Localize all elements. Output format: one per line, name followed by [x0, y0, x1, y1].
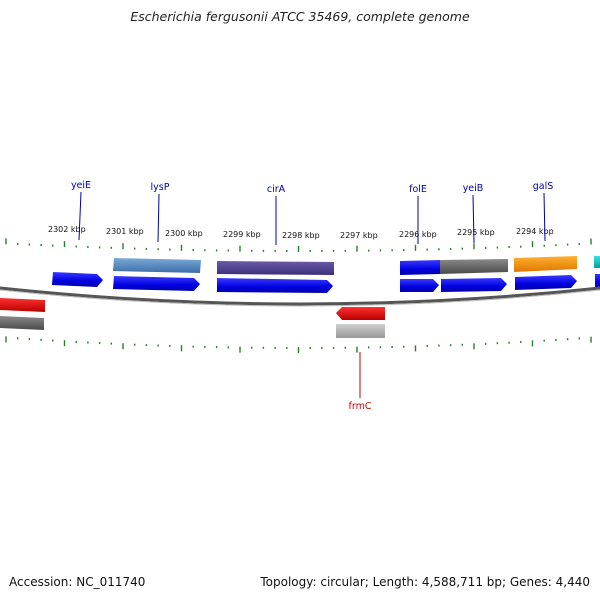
feature-galS-cog	[514, 256, 577, 272]
outer-tick-ring	[5, 238, 592, 252]
scale-label: 2302 kbp	[48, 225, 86, 234]
genome-backbone	[0, 286, 600, 307]
scale-label: 2301 kbp	[106, 227, 144, 236]
cds-forward-slot	[52, 272, 600, 293]
cds-lysP	[113, 276, 200, 291]
cds-folE	[400, 279, 439, 292]
feature-frmC-cog	[336, 324, 385, 338]
cds-cirA	[217, 278, 333, 293]
map-title: Escherichia fergusonii ATCC 35469, compl…	[130, 9, 470, 24]
scale-label: 2300 kbp	[165, 229, 203, 238]
feature-yeiB-cog	[440, 259, 508, 274]
gene-label-frmC: frmC	[349, 401, 372, 412]
feature-left-gray	[0, 316, 44, 330]
cds-yeiB	[441, 278, 507, 292]
gene-label-galS: galS	[533, 181, 554, 192]
gene-label-yeiB: yeiB	[463, 183, 484, 194]
gene-label-folE: folE	[409, 184, 427, 195]
scale-labels: 2302 kbp 2301 kbp 2300 kbp 2299 kbp 2298…	[48, 225, 554, 240]
feature-cirA-cog	[217, 261, 334, 275]
topology-text: Topology: circular; Length: 4,588,711 bp…	[260, 575, 590, 589]
scale-label: 2298 kbp	[282, 231, 320, 240]
accession-text: Accession: NC_011740	[9, 575, 146, 589]
scale-label: 2294 kbp	[516, 227, 554, 236]
cds-edge	[595, 274, 600, 287]
gene-label-yeiE: yeiE	[71, 180, 91, 191]
scale-label: 2299 kbp	[223, 230, 261, 239]
scale-label: 2297 kbp	[340, 231, 378, 240]
feature-lysP-cog	[113, 258, 201, 273]
cog-feature-slot	[0, 256, 600, 338]
feature-left-red	[0, 298, 45, 312]
scale-label: 2295 kbp	[457, 228, 495, 237]
gene-label-lysP: lysP	[151, 182, 170, 193]
feature-edge-cyan	[594, 256, 600, 268]
gene-label-cirA: cirA	[267, 184, 286, 195]
feature-folE-cog	[400, 260, 440, 275]
cds-yeiE	[52, 272, 103, 287]
cds-galS	[515, 275, 577, 290]
gene-labels: yeiE lysP cirA folE yeiB galS frmC	[71, 180, 553, 412]
inner-tick-ring	[5, 336, 592, 353]
cds-reverse-slot	[336, 307, 385, 320]
label-leaders	[78, 191, 546, 398]
cds-frmC	[336, 307, 385, 320]
